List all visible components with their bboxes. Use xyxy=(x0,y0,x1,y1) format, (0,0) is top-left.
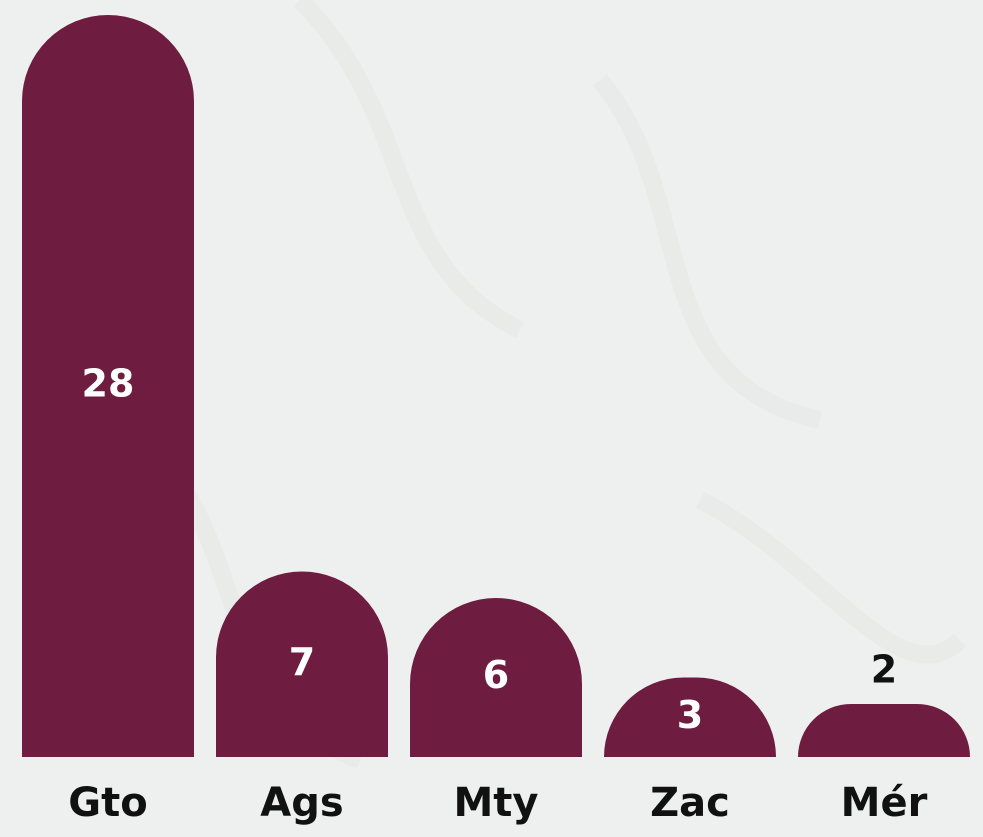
bar xyxy=(604,677,776,757)
value-label: 3 xyxy=(677,693,703,737)
x-tick-label: Zac xyxy=(650,780,730,826)
value-label: 6 xyxy=(483,653,509,697)
value-label: 2 xyxy=(871,648,897,692)
x-tick-label: Ags xyxy=(260,780,343,826)
value-label: 7 xyxy=(289,640,315,684)
x-tick-label: Mty xyxy=(454,780,539,826)
value-label: 28 xyxy=(82,362,135,406)
x-tick-label: Mér xyxy=(841,780,928,826)
bar xyxy=(22,15,194,757)
bar xyxy=(798,704,970,757)
bar xyxy=(410,598,582,757)
bar xyxy=(216,571,388,757)
x-tick-label: Gto xyxy=(68,780,147,826)
